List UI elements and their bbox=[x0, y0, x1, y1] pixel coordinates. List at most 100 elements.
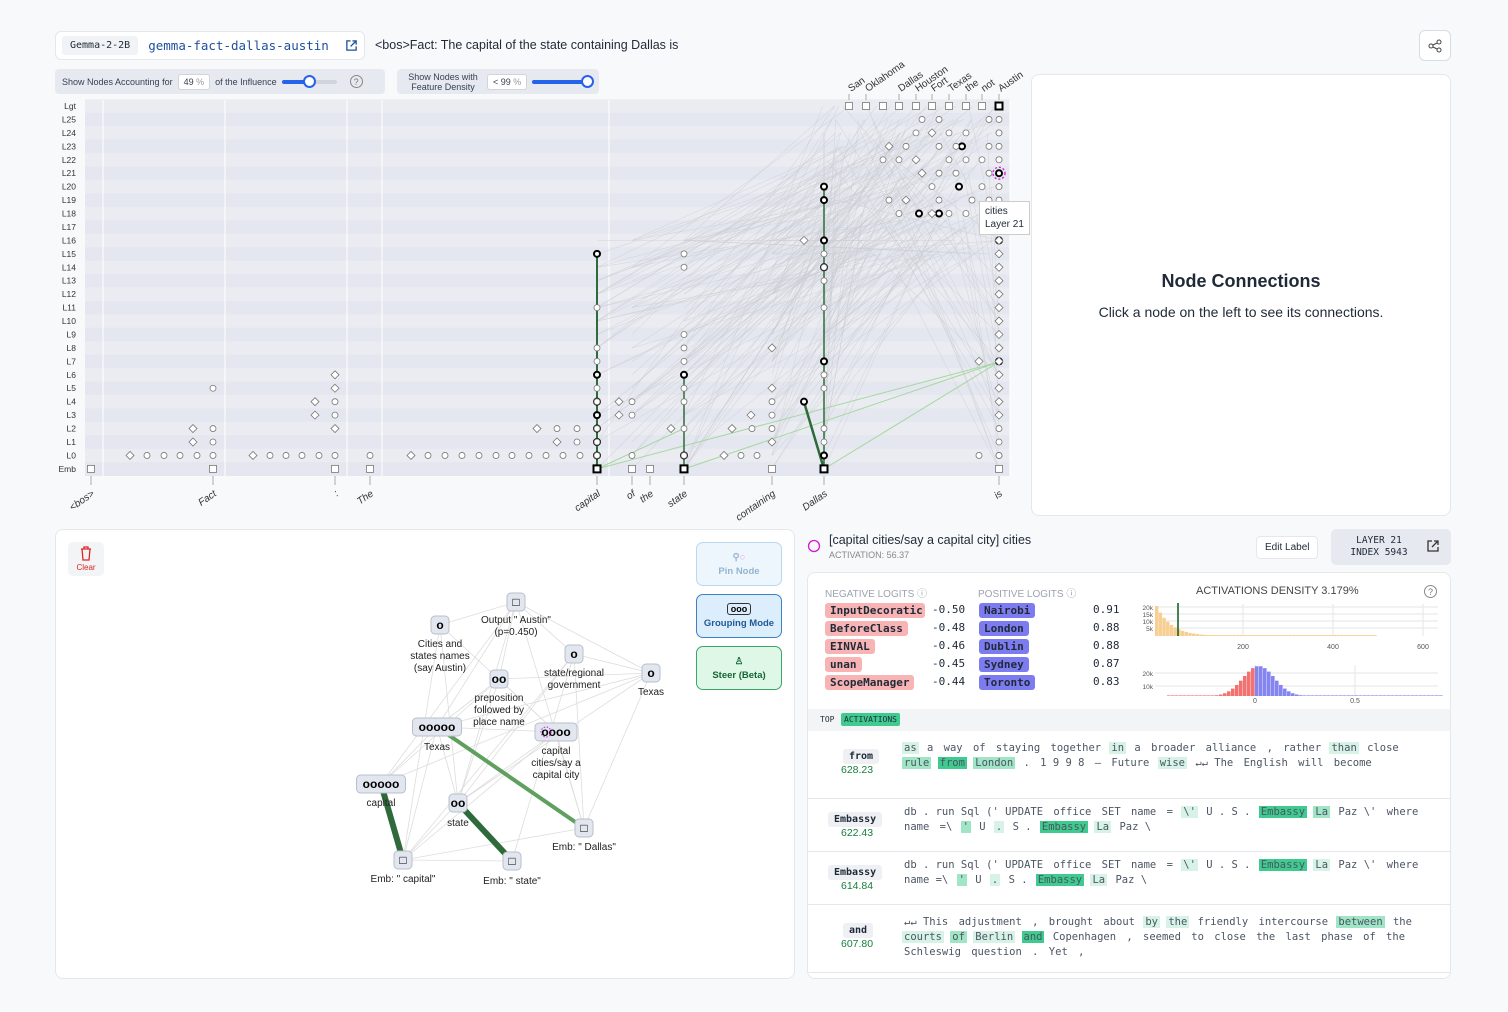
graph-node-feature[interactable] bbox=[628, 411, 636, 419]
graph-node-feature[interactable] bbox=[209, 438, 217, 446]
graph-node-error[interactable] bbox=[614, 410, 624, 420]
graph-node-error[interactable] bbox=[310, 410, 320, 420]
graph-node-feature[interactable] bbox=[962, 129, 970, 137]
subgraph-node-box[interactable] bbox=[506, 592, 526, 612]
graph-node-feature[interactable] bbox=[282, 452, 290, 459]
graph-node-feature[interactable] bbox=[680, 263, 688, 271]
density-input[interactable]: < 99 % bbox=[487, 73, 528, 90]
subgraph-node-box[interactable] bbox=[502, 851, 522, 871]
graph-node-error[interactable] bbox=[994, 397, 1004, 407]
graph-node-error[interactable] bbox=[974, 356, 984, 366]
graph-node-embedding[interactable] bbox=[768, 464, 776, 473]
subgraph-node[interactable]: ooooo capital bbox=[356, 774, 406, 809]
graph-node-feature[interactable] bbox=[542, 452, 550, 459]
graph-node-embedding[interactable] bbox=[945, 102, 953, 110]
graph-node-embedding[interactable] bbox=[862, 102, 870, 110]
subgraph-node-box[interactable] bbox=[356, 774, 406, 794]
steer-button[interactable]: ♙ Steer (Beta) bbox=[696, 646, 782, 690]
clear-button[interactable]: Clear bbox=[68, 542, 104, 576]
graph-node-error[interactable] bbox=[248, 450, 258, 461]
graph-node-feature[interactable] bbox=[680, 398, 688, 406]
graph-node-error[interactable] bbox=[994, 356, 1004, 366]
graph-node-feature[interactable] bbox=[680, 344, 688, 352]
graph-node-feature[interactable] bbox=[209, 452, 217, 459]
graph-node-embedding[interactable] bbox=[209, 464, 217, 473]
graph-node-feature[interactable] bbox=[820, 250, 828, 258]
graph-node-feature[interactable] bbox=[820, 263, 828, 271]
graph-node-feature[interactable] bbox=[820, 304, 828, 312]
subgraph-node[interactable]: □ Output " Austin" (p=0.450) bbox=[481, 592, 551, 638]
graph-selector[interactable]: Gemma-2-2B gemma-fact-dallas-austin bbox=[55, 31, 365, 60]
graph-node-feature[interactable] bbox=[737, 452, 745, 459]
graph-node-feature[interactable] bbox=[952, 169, 960, 177]
graph-node-feature[interactable] bbox=[680, 250, 688, 258]
graph-node-feature[interactable] bbox=[935, 116, 943, 123]
graph-node-error[interactable] bbox=[901, 195, 911, 205]
graph-node-error[interactable] bbox=[310, 397, 320, 407]
graph-node-error[interactable] bbox=[330, 383, 340, 393]
graph-node-feature[interactable] bbox=[573, 425, 581, 432]
graph-node-feature[interactable] bbox=[593, 370, 601, 379]
activation-example[interactable]: and 607.80 ↵↵ This adjustment , brought ab… bbox=[808, 905, 1450, 973]
graph-node-feature[interactable] bbox=[768, 425, 776, 432]
graph-node-feature[interactable] bbox=[962, 210, 970, 217]
graph-node-feature[interactable] bbox=[820, 182, 828, 191]
graph-node-feature[interactable] bbox=[895, 156, 903, 164]
subgraph-node-box[interactable] bbox=[641, 663, 661, 683]
external-link-icon[interactable] bbox=[345, 39, 358, 52]
graph-node-feature[interactable] bbox=[298, 452, 306, 459]
graph-node-error[interactable] bbox=[188, 423, 198, 434]
graph-node-feature[interactable] bbox=[995, 452, 1003, 459]
graph-node-feature[interactable] bbox=[593, 357, 601, 365]
subgraph-node[interactable]: oooo capital cities/say a capital city bbox=[531, 722, 581, 781]
graph-node-error[interactable] bbox=[994, 262, 1004, 272]
graph-node-error[interactable] bbox=[719, 450, 729, 461]
graph-node-embedding[interactable] bbox=[679, 464, 689, 474]
subgraph-node-box[interactable] bbox=[489, 669, 509, 689]
graph-node-feature[interactable] bbox=[768, 398, 776, 406]
feature-location-link[interactable]: LAYER 21 INDEX 5943 bbox=[1331, 529, 1451, 565]
subgraph-node[interactable]: □ Emb: " Dallas" bbox=[552, 818, 616, 853]
graph-node-feature[interactable] bbox=[978, 183, 986, 191]
graph-node-embedding[interactable] bbox=[592, 464, 602, 474]
share-button[interactable] bbox=[1419, 30, 1451, 61]
graph-node-feature[interactable] bbox=[160, 452, 168, 459]
graph-node-error[interactable] bbox=[994, 383, 1004, 393]
graph-node-feature[interactable] bbox=[935, 209, 943, 218]
graph-node-feature[interactable] bbox=[143, 452, 151, 459]
graph-node-error[interactable] bbox=[994, 303, 1004, 313]
graph-node-feature[interactable] bbox=[593, 438, 601, 446]
graph-node-error[interactable] bbox=[927, 208, 937, 219]
subgraph-node[interactable]: o Cities and states names (say Austin) bbox=[410, 615, 470, 674]
help-icon[interactable]: ? bbox=[349, 75, 363, 88]
subgraph-node-box[interactable] bbox=[574, 818, 594, 838]
graph-node-feature[interactable] bbox=[593, 425, 601, 432]
graph-node-error[interactable] bbox=[994, 316, 1004, 326]
graph-node-error[interactable] bbox=[911, 155, 921, 165]
graph-node-feature[interactable] bbox=[945, 129, 953, 137]
graph-node-feature[interactable] bbox=[680, 357, 688, 365]
graph-node-feature[interactable] bbox=[995, 156, 1003, 164]
graph-node-feature[interactable] bbox=[985, 116, 993, 123]
graph-node-feature[interactable] bbox=[331, 411, 339, 419]
attribution-graph[interactable]: Lgt L25 L24 L23 L22 L21 L20 L19 L18 L17 L16 L15 L14 L… bbox=[55, 62, 1025, 522]
graph-node-error[interactable] bbox=[767, 383, 777, 393]
graph-node-feature[interactable] bbox=[593, 344, 601, 352]
graph-node-feature[interactable] bbox=[820, 196, 828, 205]
graph-node-error[interactable] bbox=[994, 343, 1004, 353]
subgraph-node-box[interactable] bbox=[430, 615, 450, 635]
graph-node-feature[interactable] bbox=[680, 331, 688, 338]
graph-node-feature[interactable] bbox=[820, 236, 828, 245]
graph-node-feature[interactable] bbox=[978, 156, 986, 164]
graph-node-feature[interactable] bbox=[553, 425, 561, 432]
graph-node-embedding[interactable] bbox=[912, 102, 920, 110]
selected-node-ring[interactable] bbox=[992, 166, 1006, 180]
graph-node-feature[interactable] bbox=[331, 398, 339, 406]
graph-node-feature[interactable] bbox=[508, 452, 516, 459]
subgraph-node[interactable]: oo state bbox=[447, 793, 469, 829]
pin-node-button[interactable]: ⚲○ Pin Node bbox=[696, 542, 782, 586]
graph-node-feature[interactable] bbox=[628, 398, 636, 406]
graph-node-feature[interactable] bbox=[424, 452, 432, 459]
graph-node-feature[interactable] bbox=[995, 129, 1003, 137]
graph-node-feature[interactable] bbox=[593, 398, 601, 406]
